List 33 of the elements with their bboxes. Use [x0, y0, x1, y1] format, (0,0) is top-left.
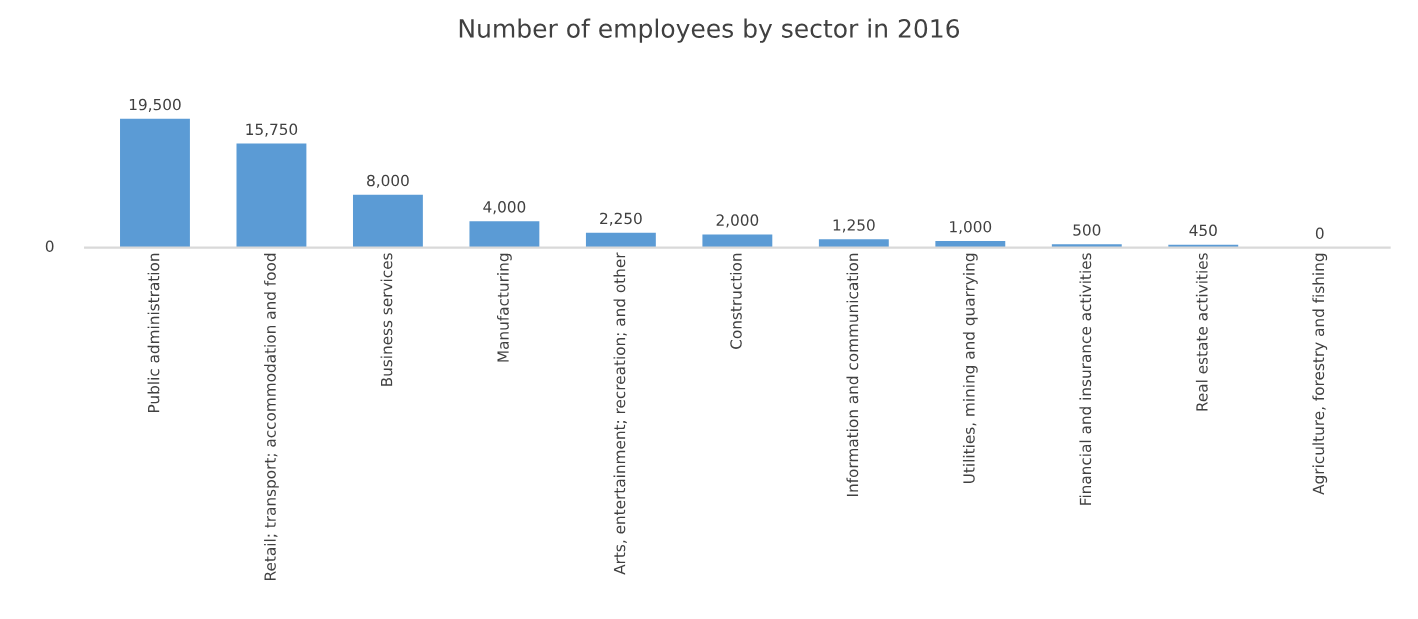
bar — [236, 143, 307, 248]
data-label: 15,750 — [246, 123, 298, 137]
data-label: 2,000 — [716, 214, 759, 228]
bar — [702, 234, 773, 248]
bar — [935, 241, 1006, 248]
data-label: 450 — [1189, 224, 1217, 237]
x-tick-label: Business services — [380, 253, 393, 386]
x-tick-label: Financial and insurance activities — [1079, 253, 1092, 505]
x-tick-label: Information and communication — [846, 253, 859, 496]
x-tick-label: Utilities, mining and quarrying — [962, 253, 978, 483]
bar — [120, 118, 190, 248]
data-label: 4,000 — [483, 201, 526, 215]
x-tick-label: Manufacturing — [497, 253, 512, 362]
bar — [585, 232, 656, 248]
x-tick-label: Arts, entertainment; recreation; and other — [613, 252, 627, 575]
data-label: 1,000 — [950, 220, 992, 235]
text: 0 — [45, 240, 54, 253]
data-label: 8,000 — [367, 174, 409, 188]
data-label: 19,500 — [129, 98, 181, 112]
x-tick-label: Real estate activities — [1195, 253, 1208, 411]
x-tick-label: Retail; transport; accommodation and food — [264, 253, 279, 580]
data-label: 2,250 — [600, 212, 642, 226]
x-tick-label: Public administration — [147, 253, 160, 412]
data-label: 1,250 — [833, 219, 875, 233]
data-label: 500 — [1073, 224, 1101, 236]
bar — [818, 239, 889, 248]
chart-title: Number of employees by sector in 2016 — [459, 18, 960, 43]
x-tick-label: Construction — [729, 253, 742, 349]
bar — [352, 194, 423, 248]
data-label: 0 — [1315, 227, 1324, 240]
bar — [1051, 244, 1122, 248]
x-tick-label: Agriculture, forestry and fishing — [1312, 253, 1328, 495]
bar — [469, 221, 540, 248]
